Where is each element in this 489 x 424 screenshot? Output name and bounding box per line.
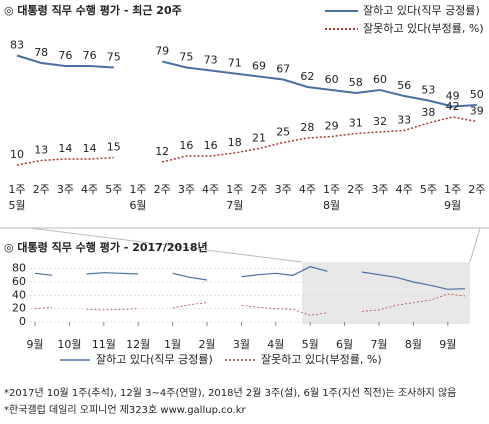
data-label: 71: [228, 57, 242, 70]
data-label: 56: [397, 79, 411, 92]
x-tick-label: 2주: [33, 183, 50, 196]
data-label: 62: [300, 70, 314, 83]
zoom-link: [469, 227, 481, 263]
data-label: 14: [83, 142, 97, 155]
zoom-link: [29, 227, 303, 263]
x-tick-label: 3주: [178, 183, 195, 196]
x-tick-label: 7월: [370, 338, 387, 351]
x-tick-label: 1주: [129, 183, 146, 196]
x-tick-label: 8월: [323, 199, 340, 212]
series-line: [16, 54, 477, 108]
data-label: 75: [107, 51, 121, 64]
series-line: [16, 116, 477, 166]
x-tick-label: 3주: [275, 183, 292, 196]
data-label: 29: [325, 120, 339, 133]
x-tick-label: 2주: [154, 183, 171, 196]
x-tick-label: 8월: [405, 338, 422, 351]
data-label: 31: [349, 117, 363, 130]
y-tick-label: 60: [12, 275, 26, 288]
series-line: [34, 293, 466, 316]
x-tick-label: 1월: [164, 338, 181, 351]
legend-label: 잘못하고 있다(부정률, %): [363, 21, 484, 35]
data-label: 38: [421, 106, 435, 119]
x-tick-label: 11월: [92, 338, 116, 351]
x-tick-label: 3월: [233, 338, 250, 351]
x-tick-label: 10월: [57, 338, 81, 351]
data-label: 53: [421, 84, 435, 97]
x-tick-label: 12월: [126, 338, 150, 351]
data-label: 18: [228, 136, 242, 149]
data-label: 76: [58, 49, 72, 62]
data-label: 14: [58, 142, 72, 155]
data-label: 83: [10, 39, 24, 52]
x-tick-label: 4주: [299, 183, 316, 196]
data-label: 60: [325, 73, 339, 86]
y-tick-label: 40: [12, 288, 26, 301]
data-label: 16: [179, 139, 193, 152]
x-tick-label: 5월: [302, 338, 319, 351]
x-tick-label: 7월: [226, 199, 243, 212]
data-label: 75: [179, 51, 193, 64]
x-tick-label: 1주: [226, 183, 243, 196]
x-tick-label: 9월: [26, 338, 43, 351]
x-tick-label: 5주: [420, 183, 437, 196]
y-tick-label: 20: [12, 302, 26, 315]
data-label: 28: [300, 121, 314, 134]
highlight-region: [302, 262, 470, 324]
data-label: 73: [204, 54, 218, 67]
legend-label: 잘하고 있다(직무 긍정률): [363, 3, 480, 17]
x-tick-label: 3주: [371, 183, 388, 196]
data-label: 32: [373, 115, 387, 128]
x-tick-label: 9월: [439, 338, 456, 351]
data-label: 21: [252, 132, 266, 145]
data-label: 58: [349, 76, 363, 89]
data-label: 12: [155, 145, 169, 158]
chart-title: ◎ 대통령 직무 수행 평가 - 2017/2018년: [4, 240, 208, 254]
data-label: 33: [397, 114, 411, 127]
y-tick-label: 0: [19, 315, 26, 328]
data-label: 49: [446, 90, 460, 103]
data-label: 69: [252, 60, 266, 73]
x-tick-label: 1주: [8, 183, 25, 196]
data-label: 10: [10, 148, 24, 161]
data-label: 67: [276, 63, 290, 76]
x-tick-label: 5월: [8, 199, 25, 212]
legend-label: 잘하고 있다(직무 긍정률): [96, 352, 213, 366]
data-label: 76: [83, 49, 97, 62]
x-tick-label: 6월: [336, 338, 353, 351]
x-tick-label: 4월: [267, 338, 284, 351]
x-tick-label: 4주: [81, 183, 98, 196]
x-tick-label: 2주: [250, 183, 267, 196]
x-tick-label: 2월: [198, 338, 215, 351]
x-tick-label: 4주: [396, 183, 413, 196]
x-tick-label: 4주: [202, 183, 219, 196]
data-label: 15: [107, 141, 121, 154]
x-tick-label: 2주: [468, 183, 485, 196]
x-tick-label: 5주: [105, 183, 122, 196]
data-label: 78: [34, 46, 48, 59]
footnote: *2017년 10월 1주(추석), 12월 3~4주(연말), 2018년 2…: [4, 386, 456, 399]
series-line: [34, 266, 466, 290]
data-label: 50: [470, 88, 484, 101]
data-label: 25: [276, 126, 290, 139]
x-tick-label: 6월: [129, 199, 146, 212]
y-tick-label: 80: [12, 262, 26, 275]
chart-title: ◎ 대통령 직무 수행 평가 - 최근 20주: [4, 3, 182, 17]
data-label: 60: [373, 73, 387, 86]
data-label: 16: [204, 139, 218, 152]
data-label: 39: [470, 105, 484, 118]
legend-label: 잘못하고 있다(부정률, %): [261, 352, 382, 366]
footnote: *한국갤럽 데일리 오피니언 제323호 www.gallup.co.kr: [4, 404, 247, 416]
x-tick-label: 2주: [347, 183, 364, 196]
data-label: 13: [34, 144, 48, 157]
x-tick-label: 3주: [57, 183, 74, 196]
x-tick-label: 9월: [444, 199, 461, 212]
data-label: 42: [446, 100, 460, 113]
x-tick-label: 1주: [323, 183, 340, 196]
x-tick-label: 1주: [444, 183, 461, 196]
data-label: 79: [155, 45, 169, 58]
